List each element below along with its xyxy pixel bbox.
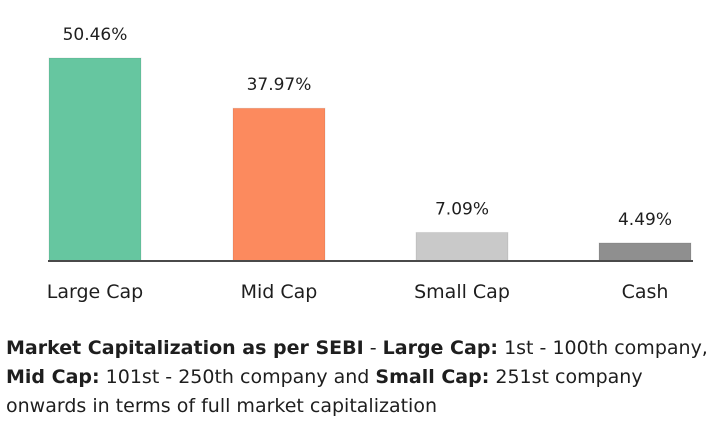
- value-label-large-cap: 50.46%: [63, 25, 128, 45]
- footnote-mid-cap-bold: Mid Cap:: [6, 366, 100, 388]
- bar-small-cap: [415, 231, 509, 262]
- footnote-small-cap-text: 251st company onwards in terms of full m…: [6, 366, 643, 417]
- footnote-small-cap-bold: Small Cap:: [375, 366, 490, 388]
- bars-group: [48, 57, 692, 262]
- tick-label-large-cap: Large Cap: [47, 281, 143, 303]
- value-label-cash: 4.49%: [618, 210, 672, 230]
- bar-mid-cap: [232, 107, 326, 262]
- tick-label-mid-cap: Mid Cap: [241, 281, 318, 303]
- labels-group: 50.46% Large Cap 37.97% Mid Cap 7.09% Small C…: [47, 25, 672, 303]
- tick-label-cash: Cash: [622, 281, 669, 303]
- footnote-separator: -: [363, 337, 383, 359]
- value-label-mid-cap: 37.97%: [247, 75, 312, 95]
- tick-label-small-cap: Small Cap: [414, 281, 510, 303]
- bar-large-cap: [48, 57, 142, 262]
- value-label-small-cap: 7.09%: [435, 199, 489, 219]
- footnote-sebi-bold: Market Capitalization as per SEBI: [6, 337, 364, 359]
- footnote: Market Capitalization as per SEBI - Larg…: [6, 334, 711, 421]
- footnote-large-cap-bold: Large Cap:: [382, 337, 499, 359]
- bar-cash: [598, 242, 692, 262]
- footnote-mid-cap-text: 101st - 250th company and: [99, 366, 376, 388]
- footnote-large-cap-text: 1st - 100th company,: [498, 337, 708, 359]
- bar-chart: 50.46% Large Cap 37.97% Mid Cap 7.09% Small C…: [47, 25, 693, 303]
